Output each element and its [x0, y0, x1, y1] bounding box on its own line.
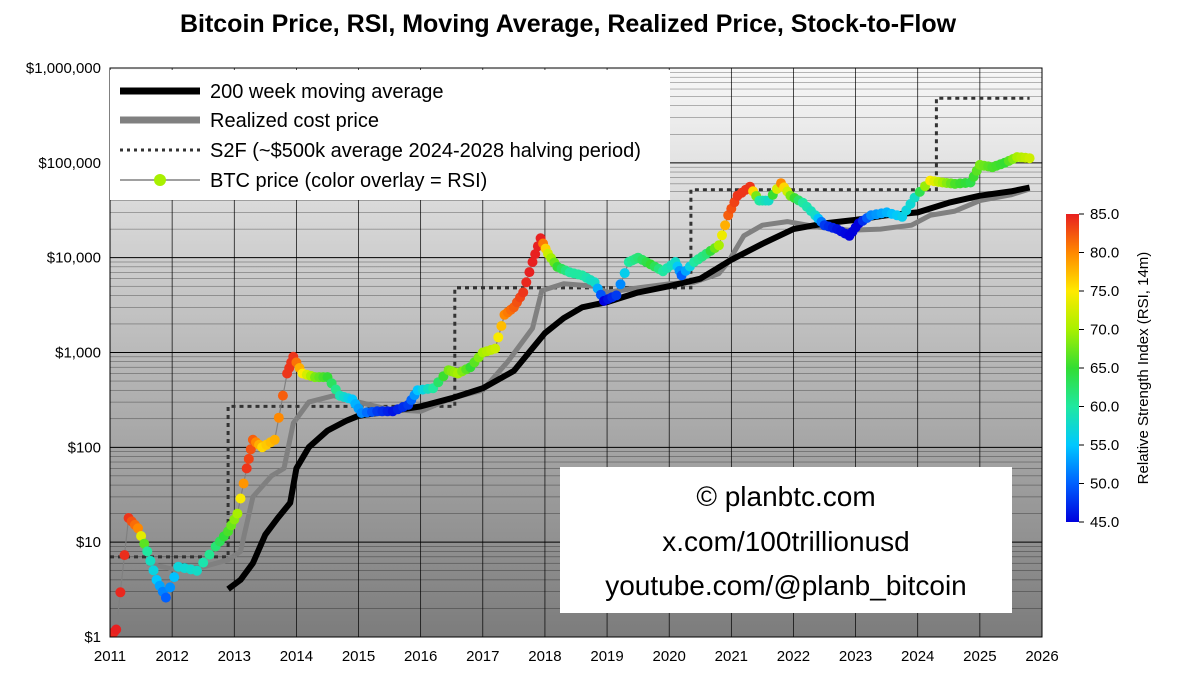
x-tick-label: 2017 [466, 648, 499, 665]
watermark-line-3: youtube.com/@planb_bitcoin [605, 570, 967, 601]
x-tick-label: 2013 [218, 648, 251, 665]
x-tick-label: 2018 [528, 648, 561, 665]
legend-label-s2f: S2F (~$500k average 2024-2028 halving pe… [210, 140, 641, 162]
colorbar-tick-label: 75.0 [1090, 283, 1119, 300]
btc-price-point [238, 478, 249, 489]
btc-price-point [269, 434, 280, 445]
x-axis-ticks: 2011 2012 2013 2014 2015 2016 2017 2018 2019 2020… [94, 648, 1059, 665]
x-tick-label: 2019 [590, 648, 623, 665]
s2f-line [110, 96, 1030, 559]
colorbar-gradient [1066, 214, 1079, 522]
x-tick-label: 2022 [777, 648, 810, 665]
x-tick-label: 2015 [342, 648, 375, 665]
btc-price-point [160, 592, 171, 603]
btc-price-point [493, 332, 504, 343]
watermark-box [560, 467, 1012, 613]
x-tick-label: 2016 [404, 648, 437, 665]
btc-price-point [521, 277, 532, 288]
colorbar-ticks: 85.0 80.0 75.0 70.0 65.0 60.0 55.0 50.0 45.0 [1079, 206, 1119, 531]
watermark: © planbtc.com x.com/100trillionusd youtu… [560, 467, 1012, 613]
legend-label-realized: Realized cost price [210, 110, 379, 132]
btc-price-point [243, 453, 254, 464]
y-tick-label: $10,000 [47, 250, 101, 267]
y-tick-label: $1,000,000 [26, 60, 101, 77]
watermark-line-2: x.com/100trillionusd [662, 526, 909, 557]
btc-price-point [241, 463, 252, 474]
btc-price-point [139, 538, 150, 549]
btc-price-point [136, 531, 147, 541]
plot-frame [109, 67, 1043, 638]
btc-price-point [119, 550, 130, 561]
btc-price-point [720, 220, 731, 231]
btc-price-point [204, 549, 215, 560]
y-tick-label: $100 [68, 439, 101, 456]
realized-price-line [146, 186, 1031, 572]
x-tick-label: 2012 [155, 648, 188, 665]
legend-label-btc: BTC price (color overlay = RSI) [210, 170, 487, 192]
btc-price-point [235, 493, 246, 504]
btc-price-point [496, 321, 507, 331]
x-tick-label: 2026 [1025, 648, 1058, 665]
btc-price-point [115, 587, 126, 598]
btc-price-point [524, 267, 535, 278]
x-tick-label: 2014 [280, 648, 313, 665]
x-tick-label: 2020 [653, 648, 686, 665]
colorbar-tick-label: 50.0 [1090, 476, 1119, 493]
series-layer [110, 96, 1035, 637]
colorbar-tick-label: 85.0 [1090, 206, 1119, 223]
btc-price-point [165, 582, 176, 593]
btc-price-point [277, 390, 288, 401]
colorbar-tick-label: 70.0 [1090, 322, 1119, 339]
x-tick-label: 2025 [963, 648, 996, 665]
colorbar-label: Relative Strength Index (RSI, 14m) [1135, 252, 1152, 485]
btc-price-point [145, 555, 156, 566]
btc-price-point [615, 279, 626, 290]
chart-title: Bitcoin Price, RSI, Moving Average, Real… [179, 10, 957, 38]
legend: 200 week moving average Realized cost pr… [110, 70, 670, 200]
btc-price-point [518, 287, 529, 298]
colorbar-tick-label: 55.0 [1090, 437, 1119, 454]
btc-price-point [148, 565, 159, 576]
btc-price-point [717, 230, 727, 241]
btc-price-point [530, 249, 541, 260]
x-tick-label: 2023 [839, 648, 872, 665]
y-axis-ticks: $1 $10 $100 $1,000 $10,000 $100,000 $1,000,000 [26, 60, 101, 646]
btc-price-point [245, 444, 256, 455]
btc-price-point [527, 257, 538, 267]
btc-price-point [111, 624, 122, 635]
legend-box [110, 70, 670, 200]
x-tick-label: 2024 [901, 648, 934, 665]
btc-price-point [273, 412, 284, 423]
btc-price-point [619, 268, 630, 279]
btc-price-point [1024, 153, 1035, 164]
colorbar-tick-label: 60.0 [1090, 399, 1119, 416]
y-tick-label: $10 [76, 534, 101, 551]
x-tick-label: 2011 [94, 648, 126, 665]
btc-price-point [198, 557, 209, 568]
y-tick-label: $100,000 [38, 155, 101, 172]
colorbar-tick-label: 45.0 [1090, 514, 1119, 531]
colorbar: 85.0 80.0 75.0 70.0 65.0 60.0 55.0 50.0 45.0 Rel… [1066, 206, 1152, 531]
btc-price-point [133, 523, 143, 534]
btc-price-point [142, 546, 153, 557]
btc-price-point [713, 240, 724, 251]
legend-label-ma: 200 week moving average [210, 81, 443, 103]
btc-price-point [611, 290, 622, 301]
y-tick-label: $1 [84, 629, 101, 646]
btc-price-point [232, 508, 243, 519]
colorbar-tick-label: 80.0 [1090, 245, 1119, 262]
btc-price-point [490, 343, 501, 354]
x-tick-label: 2021 [715, 648, 748, 665]
colorbar-tick-label: 65.0 [1090, 360, 1119, 377]
watermark-line-1: © planbtc.com [696, 481, 875, 512]
btc-price-point [192, 565, 202, 576]
y-tick-label: $1,000 [55, 345, 101, 362]
btc-price-point [169, 572, 180, 583]
legend-swatch-btc-marker [154, 174, 166, 186]
